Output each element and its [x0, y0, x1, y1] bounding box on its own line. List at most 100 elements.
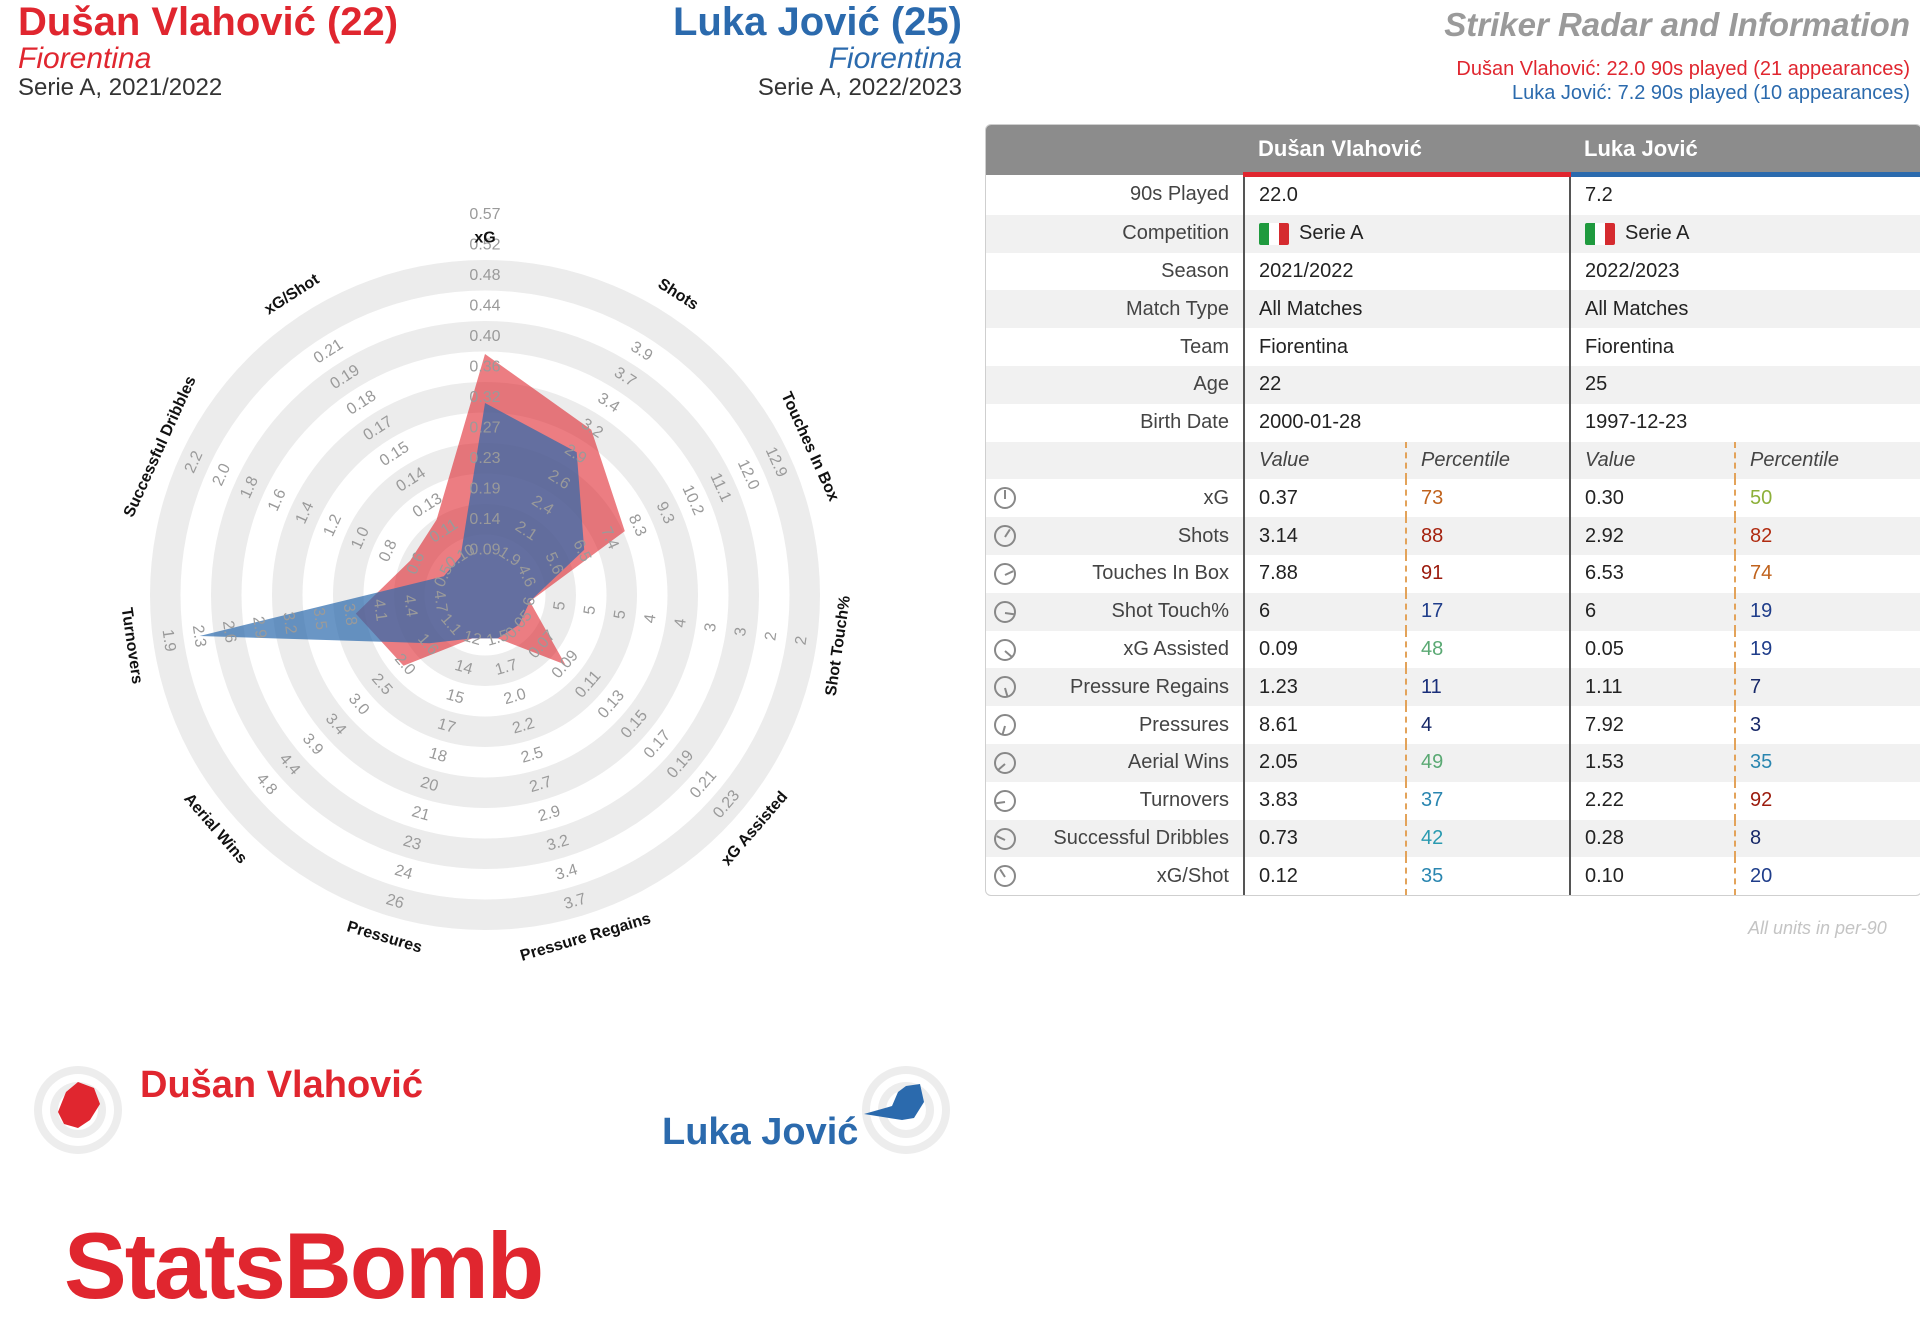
player1-percentile: 88 [1405, 517, 1570, 555]
player2-percentile: 74 [1734, 554, 1920, 593]
table-row: 90s Played 22.0 7.2 [986, 174, 1920, 215]
player2-value: Fiorentina [1569, 328, 1920, 366]
radar-tick-label: 0.32 [469, 389, 500, 406]
metric-label: Successful Dribbles [1031, 819, 1244, 858]
statsbomb-logo: StatsBomb [64, 1213, 544, 1318]
table-row: Pressures 8.61 4 7.92 3 [986, 706, 1920, 744]
radar-tick-label: 2.0 [502, 686, 528, 709]
radar-tick-label: 5 [611, 609, 629, 620]
player2-season: Serie A, 2022/2023 [757, 74, 962, 101]
player1-value: 3.14 [1243, 517, 1406, 555]
player2-percentile: 3 [1734, 706, 1920, 744]
player1-percentile: 73 [1405, 479, 1570, 518]
table-row: Pressure Regains 1.23 11 1.11 7 [986, 668, 1920, 707]
player2-percentile: 19 [1734, 592, 1920, 631]
radar-tick-label: 2.3 [189, 624, 209, 649]
col-percentile-player1: Percentile [1405, 441, 1570, 480]
radar-tick-label: 15 [444, 686, 466, 707]
table-row: Age 22 25 [986, 365, 1920, 404]
player1-value: Serie A [1243, 214, 1570, 253]
radar-tick-label: 0.19 [469, 480, 500, 497]
row-label: Competition [986, 214, 1244, 253]
radar-tick-label: 18 [427, 745, 449, 766]
player1-percentile: 11 [1405, 668, 1570, 707]
player1-value: 2000-01-28 [1243, 403, 1570, 442]
radar-tick-label: 3 [732, 626, 750, 637]
table-row: Birth Date 2000-01-28 1997-12-23 [986, 403, 1920, 442]
radar-tick-label: 3.5 [309, 607, 329, 632]
radar-tick-label: 3.2 [545, 832, 571, 855]
radar-tick-label: 4 [641, 613, 659, 624]
table-row: Shots 3.14 88 2.92 82 [986, 517, 1920, 555]
metric-dial-icon [994, 827, 1016, 850]
metric-label: Turnovers [1139, 789, 1229, 812]
radar-tick-label: 1.7 [493, 656, 519, 679]
metric-dial-icon [994, 600, 1016, 623]
table-row: Turnovers 3.83 37 2.22 92 [986, 781, 1920, 820]
player1-legend-icon [34, 1066, 122, 1154]
radar-tick-label: 0.27 [469, 419, 500, 436]
player2-value: 0.30 [1569, 479, 1735, 518]
metric-label: Touches In Box [1092, 562, 1229, 585]
player2-legend-icon [862, 1066, 950, 1154]
metric-icon-cell [986, 631, 1031, 669]
player2-team: Fiorentina [828, 42, 962, 75]
metric-icon-cell [986, 706, 1031, 744]
player1-value: 3.83 [1243, 781, 1406, 820]
player2-value: 6 [1569, 592, 1735, 631]
player2-percentile: 82 [1734, 517, 1920, 555]
player2-value: 2022/2023 [1569, 252, 1920, 291]
metric-label: Pressure Regains [1031, 668, 1244, 707]
table-row: Team Fiorentina Fiorentina [986, 328, 1920, 366]
radar-tick-label: 3.4 [553, 861, 579, 884]
player1-percentile: 35 [1405, 857, 1570, 896]
player2-value: 0.28 [1569, 819, 1735, 858]
player1-value: 0.73 [1243, 819, 1406, 858]
player2-value: 0.05 [1569, 630, 1735, 669]
radar-tick-label: 23 [401, 833, 423, 854]
radar-tick-label: 2.7 [528, 773, 554, 796]
metric-dial-icon [994, 638, 1016, 661]
player1-value: 8.61 [1243, 706, 1406, 744]
radar-tick-label: 4 [672, 617, 690, 628]
radar-tick-label: 1.5 [485, 627, 511, 650]
metric-icon-cell [986, 555, 1031, 593]
player2-percentile: 50 [1734, 479, 1920, 518]
player1-title: Dušan Vlahović (22) [18, 0, 399, 44]
metric-icon-cell [986, 479, 1031, 517]
player2-value: 2.22 [1569, 781, 1735, 820]
row-label: 90s Played [1130, 183, 1229, 206]
col-value-player1: Value [1243, 441, 1406, 480]
radar-tick-label: 0.09 [469, 541, 500, 558]
radar-axis-label: Shot Touch% [823, 595, 854, 697]
player1-value: 2.05 [1243, 743, 1406, 782]
radar-tick-label: 26 [384, 891, 406, 912]
table-subheader-row: Value Percentile Value Percentile [986, 441, 1920, 480]
player1-value: Fiorentina [1243, 328, 1570, 366]
radar-tick-label: 0.14 [469, 511, 500, 528]
player1-season: Serie A, 2021/2022 [18, 74, 223, 101]
table-header-player2: Luka Jović [1570, 125, 1920, 177]
radar-tick-label: 14 [453, 657, 475, 678]
metric-dial-icon [994, 752, 1016, 775]
units-footnote: All units in per-90 [1748, 918, 1887, 938]
row-label: Age [986, 365, 1244, 404]
radar-tick-label: 4.4 [400, 594, 420, 619]
player2-percentile: 20 [1734, 857, 1920, 896]
radar-tick-label: 6 [521, 596, 539, 607]
radar-tick-label: 21 [410, 803, 432, 824]
metric-icon-cell [986, 857, 1031, 895]
player2-value: 7.2 [1569, 174, 1920, 215]
player1-value: 0.12 [1243, 857, 1406, 896]
player2-value: 2.92 [1569, 517, 1735, 555]
radar-tick-label: 5 [551, 600, 569, 611]
table-row: Season 2021/2022 2022/2023 [986, 252, 1920, 291]
radar-axis-label: Pressures [345, 918, 424, 956]
player1-value: 2021/2022 [1243, 252, 1570, 291]
radar-tick-label: 0.36 [469, 358, 500, 375]
row-label: Season [1161, 259, 1229, 282]
table-row: Successful Dribbles 0.73 42 0.28 8 [986, 819, 1920, 858]
player2-percentile: 92 [1734, 781, 1920, 820]
radar-tick-label: 4.7 [430, 589, 450, 614]
table-header-player1: Dušan Vlahović [1244, 125, 1570, 177]
